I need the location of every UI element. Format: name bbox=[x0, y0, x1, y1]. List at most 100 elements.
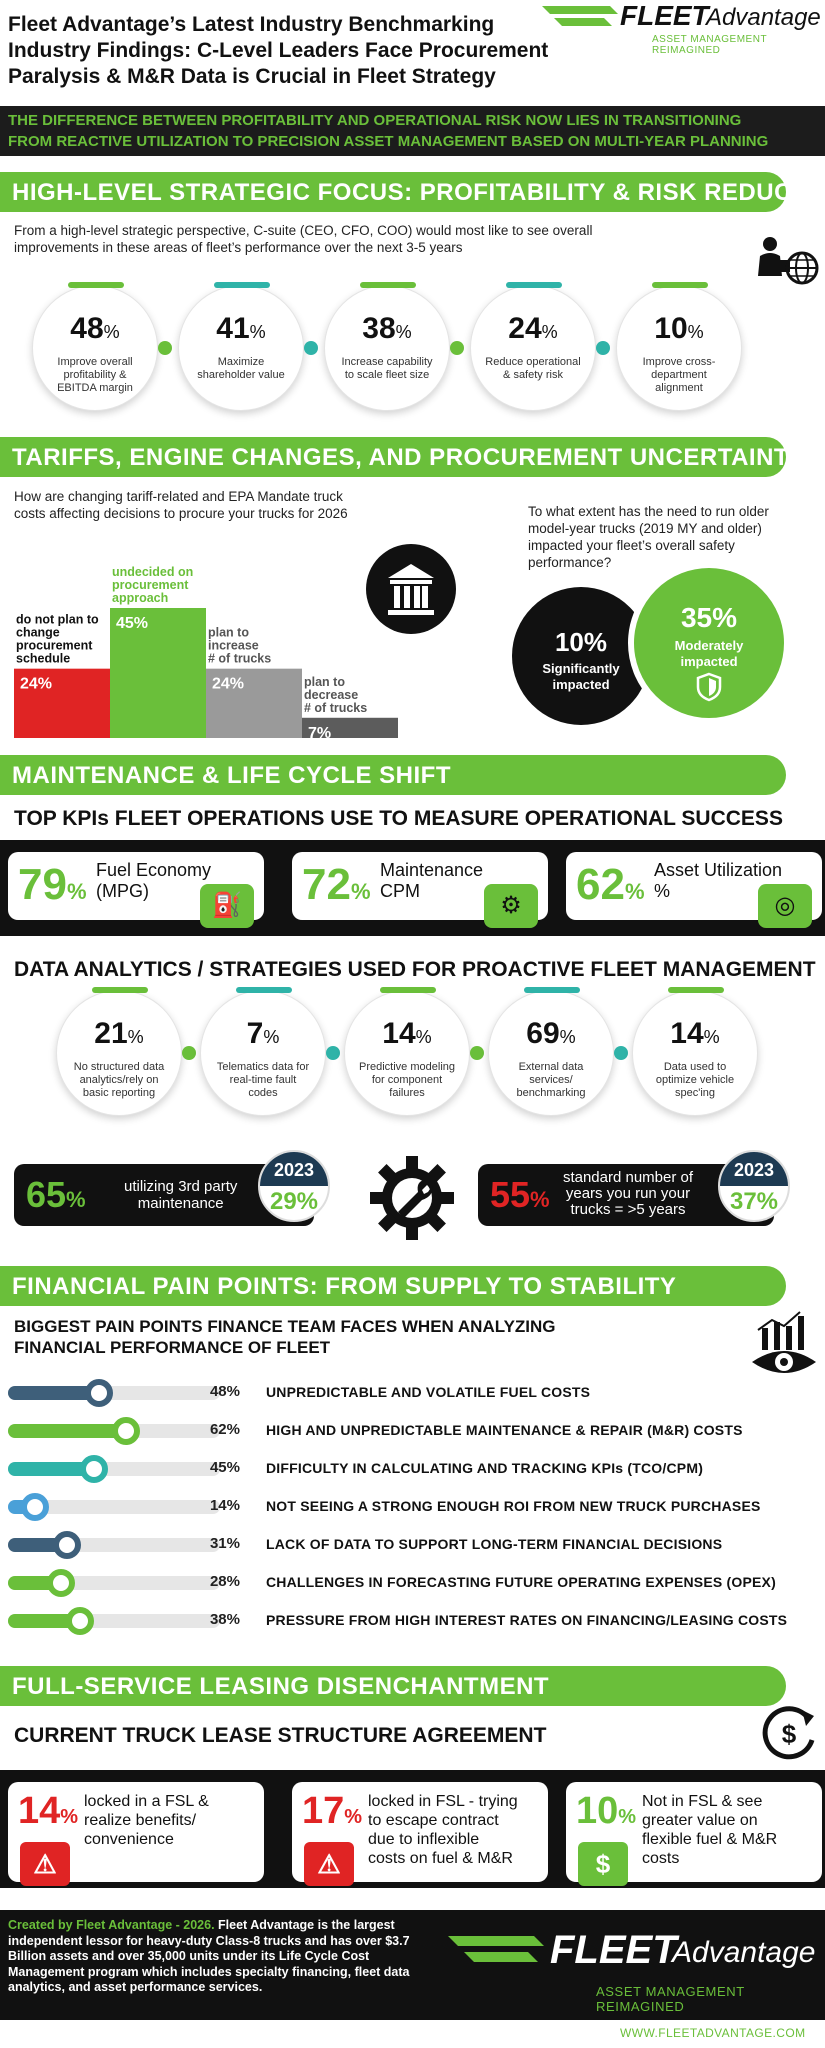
pain-fill bbox=[8, 1614, 81, 1628]
bar-category-label: undecided on bbox=[112, 565, 193, 579]
kpi-card-asset-utilization: 62% Asset Utilization% ◎ bbox=[566, 852, 822, 928]
dollar-cycle-icon: $ bbox=[756, 1700, 822, 1766]
header: Fleet Advantage’s Latest Industry Benchm… bbox=[0, 0, 825, 100]
pain-knob bbox=[53, 1531, 81, 1559]
procurement-bar bbox=[14, 668, 110, 738]
bar-value-label: 24% bbox=[20, 676, 52, 693]
connector-dot bbox=[158, 341, 172, 355]
circle-accent-arc bbox=[214, 282, 270, 288]
strategic-stat-circle: 41% Maximize shareholder value bbox=[178, 282, 304, 411]
strategic-stat-circle: 38% Increase capability to scale fleet s… bbox=[324, 282, 450, 411]
gauge-icon: ◎ bbox=[758, 884, 812, 928]
procurement-bar bbox=[206, 668, 302, 738]
bar-category-label: increase bbox=[208, 639, 259, 653]
safety-circle-significant: 10% Significantly impacted bbox=[512, 587, 650, 725]
strategic-stat-circle: 48% Improve overall profitability & EBIT… bbox=[32, 282, 158, 411]
pain-fill bbox=[8, 1538, 67, 1552]
pain-track bbox=[8, 1500, 220, 1514]
pain-fill bbox=[8, 1424, 126, 1438]
bank-icon bbox=[366, 544, 456, 634]
logo-text-bold: FLEET bbox=[550, 1928, 677, 1972]
connector-dot bbox=[596, 341, 610, 355]
lease-card-not-in-fsl: 10% Not in FSL & see greater value on fl… bbox=[566, 1782, 822, 1886]
circle-accent-arc bbox=[68, 282, 124, 288]
website-link[interactable]: WWW.FLEETADVANTAGE.COM bbox=[620, 2026, 806, 2040]
bar-category-label: # of trucks bbox=[208, 652, 271, 666]
bar-value-label: 24% bbox=[212, 676, 244, 693]
executive-globe-icon bbox=[756, 232, 820, 290]
logo-tagline: ASSET MANAGEMENT REIMAGINED bbox=[652, 34, 767, 56]
circle-accent-arc bbox=[360, 282, 416, 288]
brand-logo: FLEET Advantage ASSET MANAGEMENT REIMAGI… bbox=[540, 0, 821, 56]
section-banner-maintenance: MAINTENANCE & LIFE CYCLE SHIFT bbox=[0, 755, 786, 795]
pain-point-row: 28% CHALLENGES IN FORECASTING FUTURE OPE… bbox=[0, 1568, 825, 1598]
bar-value-label: 7% bbox=[308, 725, 331, 740]
section-banner-strategic: HIGH-LEVEL STRATEGIC FOCUS: PROFITABILIT… bbox=[0, 172, 825, 212]
strategic-question: From a high-level strategic perspective,… bbox=[14, 223, 593, 255]
circle-accent-arc bbox=[92, 987, 148, 993]
pain-knob bbox=[20, 1493, 49, 1521]
bar-category-label: do not plan to bbox=[16, 613, 99, 627]
bar-value-label: 45% bbox=[116, 615, 148, 632]
pain-point-row: 62% HIGH AND UNPREDICTABLE MAINTENANCE &… bbox=[0, 1416, 825, 1446]
footer: Created by Fleet Advantage - 2026. Fleet… bbox=[0, 1910, 825, 2020]
warning-icon: ⚠ bbox=[20, 1842, 70, 1886]
logo-tagline: ASSET MANAGEMENT REIMAGINED bbox=[596, 1984, 745, 2014]
fuel-pump-icon: ⛽ bbox=[200, 884, 254, 928]
shield-icon bbox=[696, 672, 722, 702]
connector-dot bbox=[470, 1046, 484, 1060]
logo-text-light: Advantage bbox=[706, 4, 821, 31]
circle-accent-arc bbox=[236, 987, 292, 993]
tariff-question: How are changing tariff-related and EPA … bbox=[14, 489, 348, 521]
analytics-stat-circle: 14% Data used to optimize vehicle spec'i… bbox=[632, 987, 758, 1116]
bar-category-label: procurement bbox=[112, 578, 189, 592]
pain-point-row: 45% DIFFICULTY IN CALCULATING AND TRACKI… bbox=[0, 1454, 825, 1484]
pain-points-heading: BIGGEST PAIN POINTS FINANCE TEAM FACES W… bbox=[14, 1317, 556, 1357]
logo-text-light: Advantage bbox=[672, 1936, 816, 1969]
pain-knob bbox=[47, 1569, 76, 1597]
connector-dot bbox=[614, 1046, 628, 1060]
pain-knob bbox=[79, 1455, 108, 1483]
logo-swoosh-icon bbox=[542, 6, 618, 26]
dollar-icon: $ bbox=[578, 1842, 628, 1886]
circle-accent-arc bbox=[380, 987, 436, 993]
kpi-card-maintenance-cpm: 72% Maintenance CPM ⚙ bbox=[292, 852, 548, 928]
bar-category-label: plan to bbox=[208, 626, 249, 640]
page-title: Fleet Advantage’s Latest Industry Benchm… bbox=[8, 13, 549, 88]
circle-accent-arc bbox=[524, 987, 580, 993]
wrench-gear-icon: ⚙ bbox=[484, 884, 538, 928]
connector-dot bbox=[450, 341, 464, 355]
section-banner-leasing: FULL-SERVICE LEASING DISENCHANTMENT bbox=[0, 1666, 786, 1706]
pain-point-row: 48% UNPREDICTABLE AND VOLATILE FUEL COST… bbox=[0, 1378, 825, 1408]
gear-wrench-icon bbox=[364, 1150, 460, 1246]
analytics-heading: DATA ANALYTICS / STRATEGIES USED FOR PRO… bbox=[14, 958, 816, 981]
footer-logo: FLEET Advantage ASSET MANAGEMENT REIMAGI… bbox=[446, 1928, 820, 2014]
footer-description: Created by Fleet Advantage - 2026. Fleet… bbox=[8, 1918, 410, 1994]
logo-text-bold: FLEET bbox=[620, 0, 709, 31]
bar-category-label: decrease bbox=[304, 688, 358, 702]
pain-point-row: 14% NOT SEEING A STRONG ENOUGH ROI FROM … bbox=[0, 1492, 825, 1522]
kpi-card-fuel-economy: 79% Fuel Economy (MPG) ⛽ bbox=[8, 852, 264, 928]
strategic-stat-circle: 10% Improve cross-department alignment bbox=[616, 282, 742, 411]
circle-accent-arc bbox=[652, 282, 708, 288]
procurement-bar bbox=[302, 717, 398, 738]
year-badge-2023: 2023 37% bbox=[718, 1150, 790, 1222]
analytics-stat-circle: 69% External data services/ benchmarking bbox=[488, 987, 614, 1116]
intro-banner: THE DIFFERENCE BETWEEN PROFITABILITY AND… bbox=[0, 106, 825, 156]
procurement-bar-chart: 24%do not plan tochangeprocurementschedu… bbox=[14, 565, 398, 740]
circle-accent-arc bbox=[506, 282, 562, 288]
bar-category-label: approach bbox=[112, 591, 168, 605]
safety-question: To what extent has the need to run older… bbox=[528, 504, 769, 570]
connector-dot bbox=[182, 1046, 196, 1060]
connector-dot bbox=[304, 341, 318, 355]
pain-knob bbox=[85, 1379, 114, 1407]
section-banner-financial: FINANCIAL PAIN POINTS: FROM SUPPLY TO ST… bbox=[0, 1266, 786, 1306]
kpi-heading: TOP KPIs FLEET OPERATIONS USE TO MEASURE… bbox=[14, 807, 783, 830]
connector-dot bbox=[326, 1046, 340, 1060]
svg-text:$: $ bbox=[782, 1719, 797, 1749]
pain-point-row: 38% PRESSURE FROM HIGH INTEREST RATES ON… bbox=[0, 1606, 825, 1636]
bar-category-label: plan to bbox=[304, 675, 345, 689]
section-banner-tariffs: TARIFFS, ENGINE CHANGES, AND PROCUREMENT… bbox=[0, 437, 805, 477]
bar-category-label: change bbox=[16, 626, 60, 640]
logo-swoosh-icon bbox=[448, 1936, 544, 1962]
